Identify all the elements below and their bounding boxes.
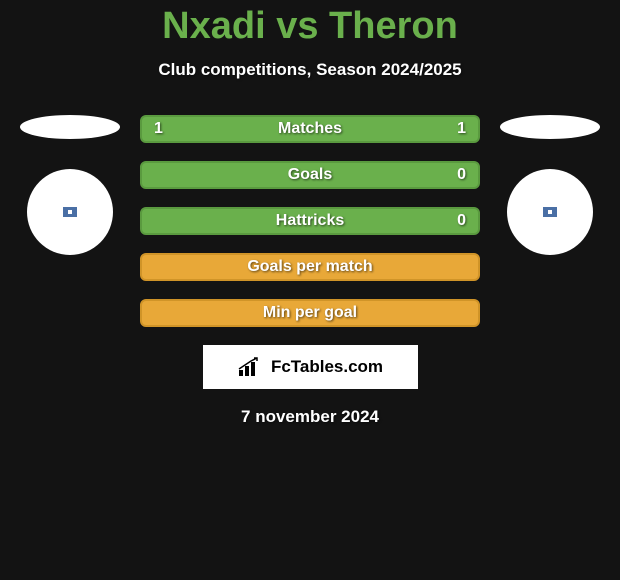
- avatar-placeholder-icon: [61, 205, 79, 219]
- stat-label: Goals per match: [247, 258, 372, 276]
- name-pill-left: [20, 115, 120, 139]
- date-label: 7 november 2024: [0, 407, 620, 427]
- stat-bar-goals: Goals 0: [140, 161, 480, 189]
- chart-icon: [237, 357, 265, 377]
- stat-bar-goals-per-match: Goals per match: [140, 253, 480, 281]
- infographic-container: Nxadi vs Theron Club competitions, Seaso…: [0, 0, 620, 427]
- stats-area: 1 Matches 1 Goals 0 Hattricks 0 Goals pe…: [0, 115, 620, 327]
- avatar-right: [507, 169, 593, 255]
- name-pill-right: [500, 115, 600, 139]
- stat-left-value: 1: [154, 120, 163, 138]
- brand-text: FcTables.com: [271, 357, 383, 377]
- player-left: [20, 115, 120, 255]
- stat-right-value: 1: [457, 120, 466, 138]
- stat-right-value: 0: [457, 166, 466, 184]
- avatar-left: [27, 169, 113, 255]
- stat-label: Matches: [278, 120, 342, 138]
- avatar-placeholder-icon: [541, 205, 559, 219]
- page-subtitle: Club competitions, Season 2024/2025: [0, 60, 620, 80]
- stat-label: Min per goal: [263, 304, 357, 322]
- stat-bars: 1 Matches 1 Goals 0 Hattricks 0 Goals pe…: [140, 115, 480, 327]
- stat-bar-hattricks: Hattricks 0: [140, 207, 480, 235]
- stat-bar-min-per-goal: Min per goal: [140, 299, 480, 327]
- player-right: [500, 115, 600, 255]
- brand-logo: FcTables.com: [203, 345, 418, 389]
- stat-bar-matches: 1 Matches 1: [140, 115, 480, 143]
- stat-label: Hattricks: [276, 212, 344, 230]
- page-title: Nxadi vs Theron: [0, 5, 620, 48]
- stat-right-value: 0: [457, 212, 466, 230]
- stat-label: Goals: [288, 166, 332, 184]
